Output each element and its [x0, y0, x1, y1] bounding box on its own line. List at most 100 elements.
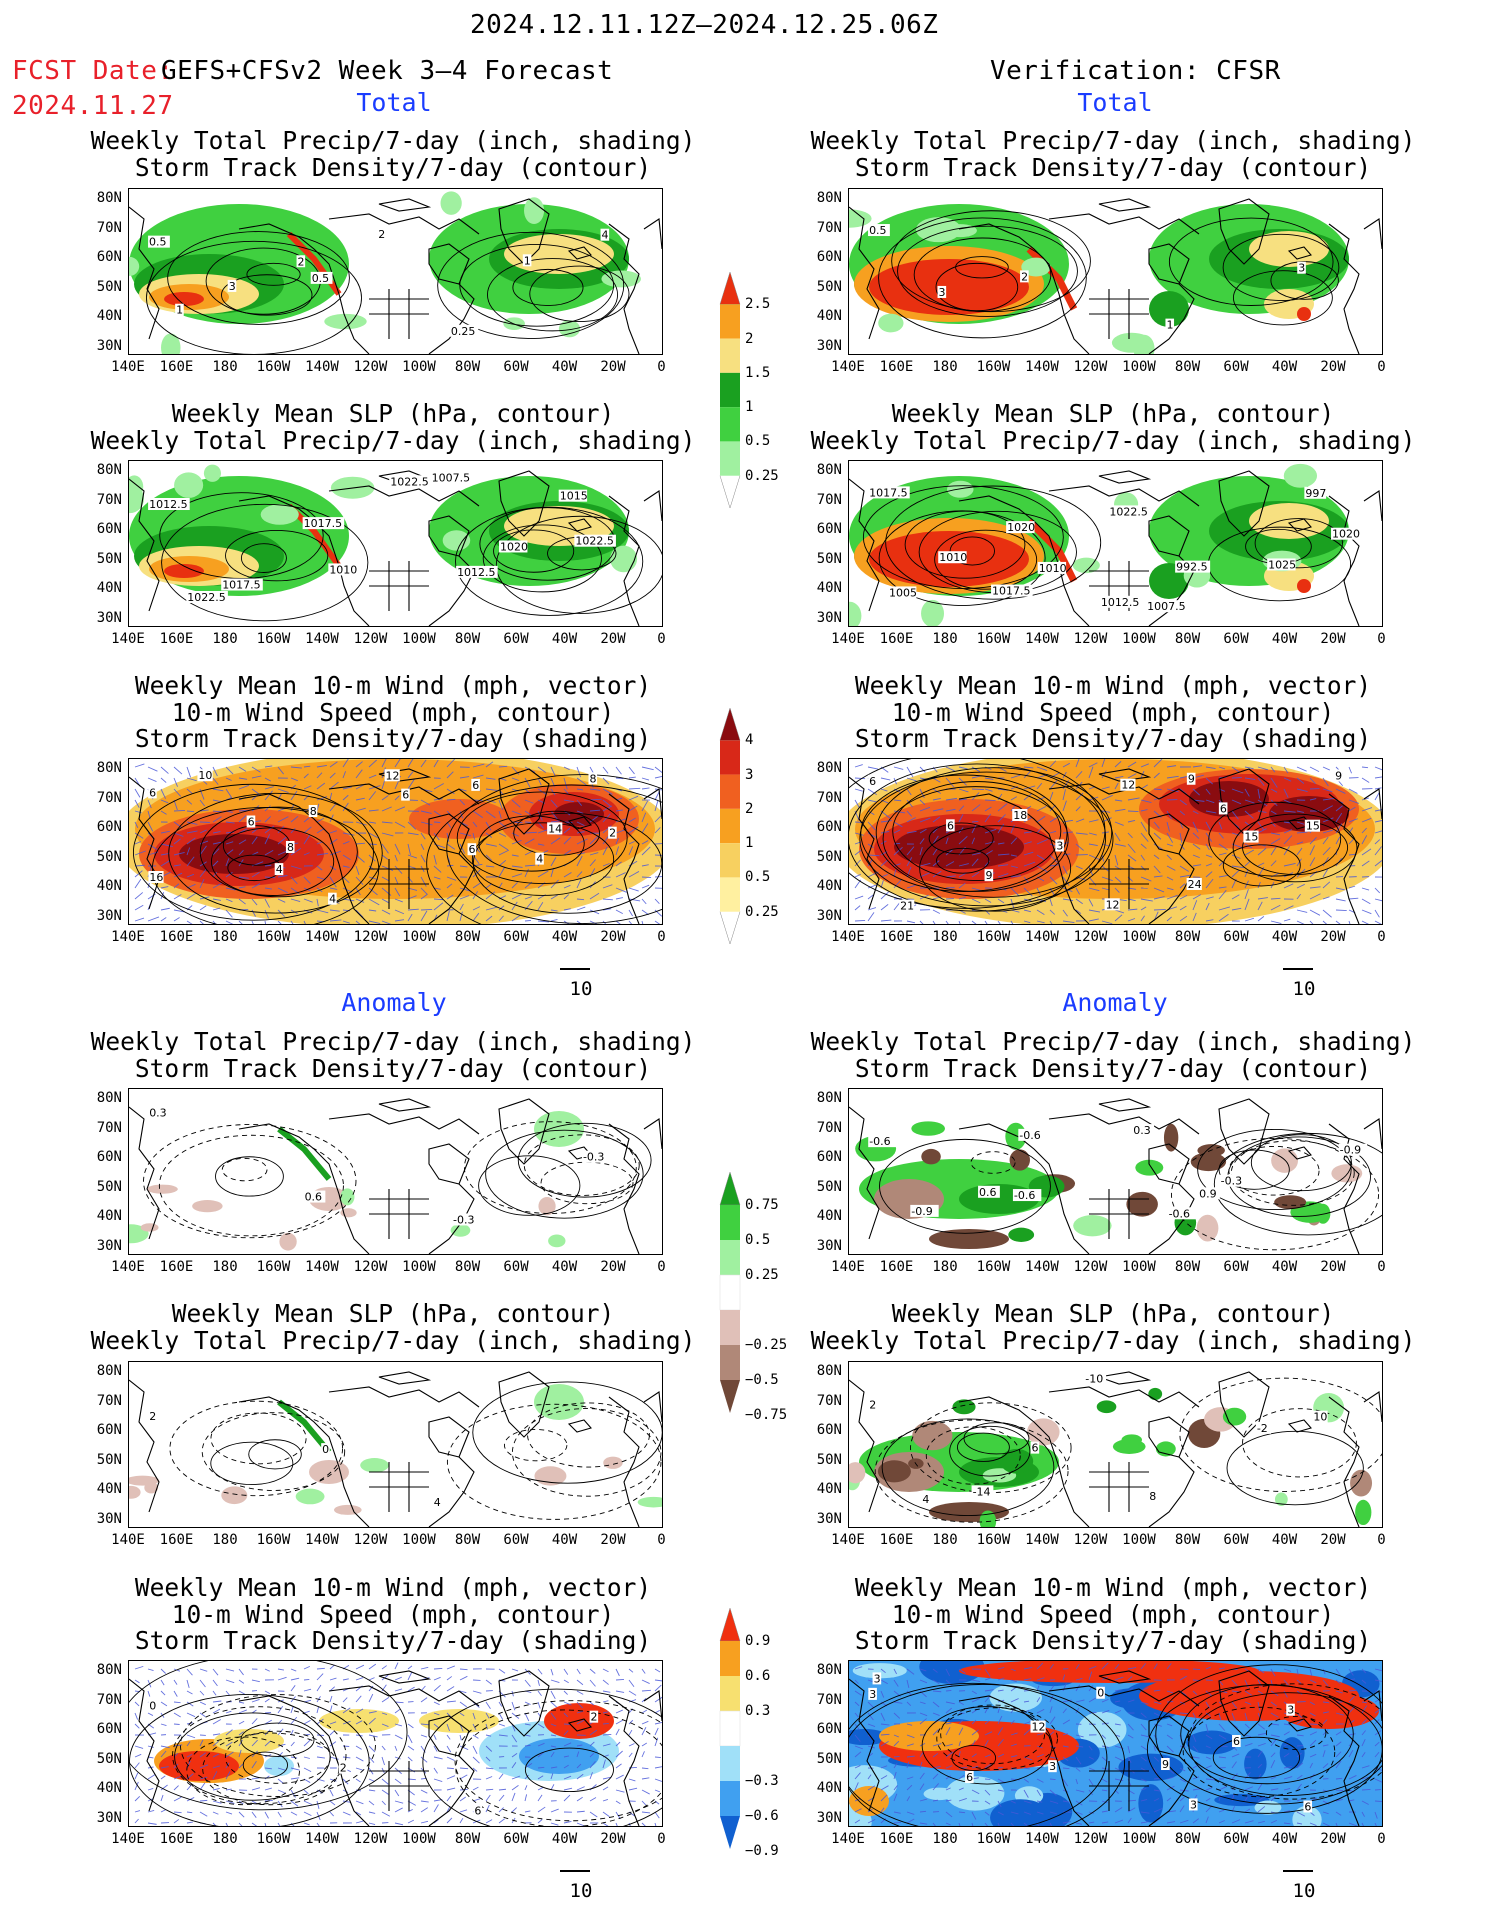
lon-label-r1c2-2: 180: [932, 359, 958, 375]
lon-label-r5c2-3: 160W: [976, 1532, 1011, 1548]
vector-ref-r6c2: 10: [1292, 1880, 1316, 1902]
lon-label-r1c1-9: 40W: [551, 359, 578, 375]
contour-label-r4c2-3: -0.9: [1340, 1144, 1361, 1157]
colorbar-storm_total: [719, 707, 741, 945]
contour-label-r3c1-2: 6: [472, 779, 479, 792]
panel-title-r1c1-line1: Weekly Total Precip/7-day (inch, shading…: [90, 126, 696, 155]
lon-label-r4c1-2: 180: [212, 1259, 238, 1275]
map-panel-r1c1: 0.5 0.5 0.25 4 3 2 1 1 2: [128, 188, 663, 355]
panel-title-r3c1-line3: Storm Track Density/7-day (shading): [134, 724, 652, 753]
lat-label-r5c2-2: 60N: [816, 1422, 842, 1438]
lat-label-r1c1-4: 40N: [96, 308, 122, 324]
contour-label-r2c1-6: 1020: [500, 540, 528, 553]
vector-ref-r3c2: 10: [1292, 978, 1316, 1000]
contour-label-r1c1-2: 0.25: [451, 325, 476, 338]
contour-label-r1c1-0: 0.5: [149, 236, 167, 249]
contour-label-r3c2-11: 6: [947, 819, 954, 832]
panel-title-r5c1-line1: Weekly Mean SLP (hPa, contour): [171, 1299, 615, 1328]
contour-label-r3c1-11: 6: [248, 815, 255, 828]
lon-label-r5c1-7: 80W: [454, 1532, 481, 1548]
lon-label-r4c1-7: 80W: [454, 1259, 481, 1275]
contour-label-r2c2-5: 1022.5: [1109, 505, 1148, 518]
lat-label-r4c1-4: 40N: [96, 1208, 122, 1224]
lon-label-r5c2-4: 140W: [1025, 1532, 1059, 1548]
contour-label-r2c1-7: 1022.5: [187, 591, 226, 604]
contour-label-r1c2-4: 3: [939, 286, 946, 299]
lon-label-r4c2-10: 20W: [1320, 1259, 1346, 1275]
contour-label-r6c2-0: 3: [869, 1688, 876, 1701]
contour-label-r2c1-4: 1017.5: [222, 579, 261, 592]
lon-label-r1c2-7: 80W: [1174, 359, 1201, 375]
panel-title-r4c1-line1: Weekly Total Precip/7-day (inch, shading…: [90, 1027, 696, 1056]
contour-label-r2c2-1: 1010: [1039, 562, 1067, 575]
lon-label-r2c2-4: 140W: [1025, 631, 1059, 647]
lat-label-r4c2-3: 50N: [816, 1178, 842, 1195]
contour-label-r3c1-4: 4: [276, 863, 283, 876]
lon-label-r4c2-11: 0: [1377, 1259, 1386, 1275]
lon-label-r4c1-11: 0: [657, 1259, 666, 1275]
panel-title-r4c2-line1: Weekly Total Precip/7-day (inch, shading…: [810, 1027, 1416, 1056]
lon-label-r2c1-0: 140E: [111, 631, 145, 647]
contour-label-r2c1-3: 1022.5: [575, 535, 614, 548]
panel-title-r5c2-line2: Weekly Total Precip/7-day (inch, shading…: [810, 1325, 1416, 1355]
lon-label-r1c1-7: 80W: [454, 359, 481, 375]
contour-label-r5c1-1: 0: [322, 1443, 329, 1456]
contour-label-r4c1-1: 0.6: [305, 1191, 323, 1204]
colorbar-label-storm_anom-0: 0.9: [745, 1633, 771, 1649]
contour-label-r2c2-0: 1017.5: [869, 486, 908, 499]
contour-label-r1c2-3: 3: [1298, 262, 1305, 275]
map-field-r1c1: 0.5 0.5 0.25 4 3 2 1 1 2: [129, 191, 662, 354]
vector-ref-arrow-r3c1: [560, 968, 590, 970]
contour-label-r3c1-6: 4: [536, 853, 543, 866]
lat-label-r6c2-5: 30N: [816, 1809, 842, 1826]
map-field-r3c2: 6 3 9 15 9 12 15 21 18 24 9 6 12 6: [849, 759, 1382, 924]
lat-label-r1c1-2: 60N: [96, 249, 122, 265]
lon-label-r2c2-6: 100W: [1122, 631, 1156, 647]
contour-label-r4c1-2: -0.3: [453, 1213, 474, 1226]
colorbar-label-precip_anom-3: −0.25: [745, 1337, 788, 1353]
lon-label-r4c1-5: 120W: [353, 1259, 388, 1275]
lon-label-r3c1-9: 40W: [551, 929, 578, 945]
panel-title-r6c1-line2: 10-m Wind Speed (mph, contour): [171, 1599, 615, 1629]
lat-label-r5c1-5: 30N: [96, 1510, 122, 1527]
contour-label-r3c1-14: 16: [149, 871, 163, 884]
contour-label-r3c2-1: 3: [1056, 839, 1063, 852]
lat-label-r5c1-0: 80N: [96, 1363, 122, 1379]
map-field-r5c2: 2 6 8 10 -14 -10 -2 4: [849, 1371, 1382, 1527]
lat-label-r5c2-4: 40N: [816, 1481, 842, 1497]
lat-label-r3c2-5: 30N: [816, 907, 842, 924]
lat-label-r2c2-2: 60N: [816, 521, 842, 537]
lon-label-r5c1-6: 100W: [402, 1532, 436, 1548]
lat-label-r4c2-5: 30N: [816, 1237, 842, 1254]
lat-label-r2c1-5: 30N: [96, 609, 122, 626]
contour-label-r3c1-5: 6: [402, 789, 409, 802]
lon-label-r2c2-7: 80W: [1174, 631, 1201, 647]
contour-label-r3c1-1: 8: [287, 841, 294, 854]
lon-label-r4c2-3: 160W: [976, 1259, 1011, 1275]
lon-label-r2c2-9: 40W: [1271, 631, 1298, 647]
lat-label-r5c1-2: 60N: [96, 1422, 122, 1438]
lon-label-r2c1-10: 20W: [600, 631, 626, 647]
panel-title-r6c2-line3: Storm Track Density/7-day (shading): [854, 1626, 1372, 1655]
lat-label-r1c1-0: 80N: [96, 190, 122, 206]
lon-label-r5c1-4: 140W: [305, 1532, 339, 1548]
lon-label-r6c1-3: 160W: [256, 1831, 291, 1847]
lat-label-r2c1-1: 70N: [96, 491, 122, 508]
lon-label-r3c1-6: 100W: [402, 929, 436, 945]
lat-label-r6c1-0: 80N: [96, 1662, 122, 1678]
colorbar-label-precip_anom-4: −0.5: [745, 1372, 779, 1388]
colorbar-label-storm_anom-1: 0.6: [745, 1668, 771, 1684]
lon-label-r5c1-11: 0: [657, 1532, 666, 1548]
lat-label-r1c2-4: 40N: [816, 308, 842, 324]
lat-label-r4c2-0: 80N: [816, 1090, 842, 1106]
fcst-date-value: 2024.11.27: [12, 91, 174, 121]
contour-label-r3c2-4: 9: [986, 869, 993, 882]
contour-label-r2c1-0: 1012.5: [149, 498, 188, 511]
lon-label-r2c1-5: 120W: [353, 631, 388, 647]
colorbar-label-storm_anom-5: −0.9: [745, 1843, 779, 1859]
lon-label-r2c1-2: 180: [212, 631, 238, 647]
panel-title-r4c1-line2: Storm Track Density/7-day (contour): [134, 1053, 652, 1083]
lon-label-r4c2-2: 180: [932, 1259, 958, 1275]
contour-label-r5c1-2: 4: [434, 1496, 441, 1509]
contour-label-r3c2-5: 12: [1121, 779, 1135, 792]
